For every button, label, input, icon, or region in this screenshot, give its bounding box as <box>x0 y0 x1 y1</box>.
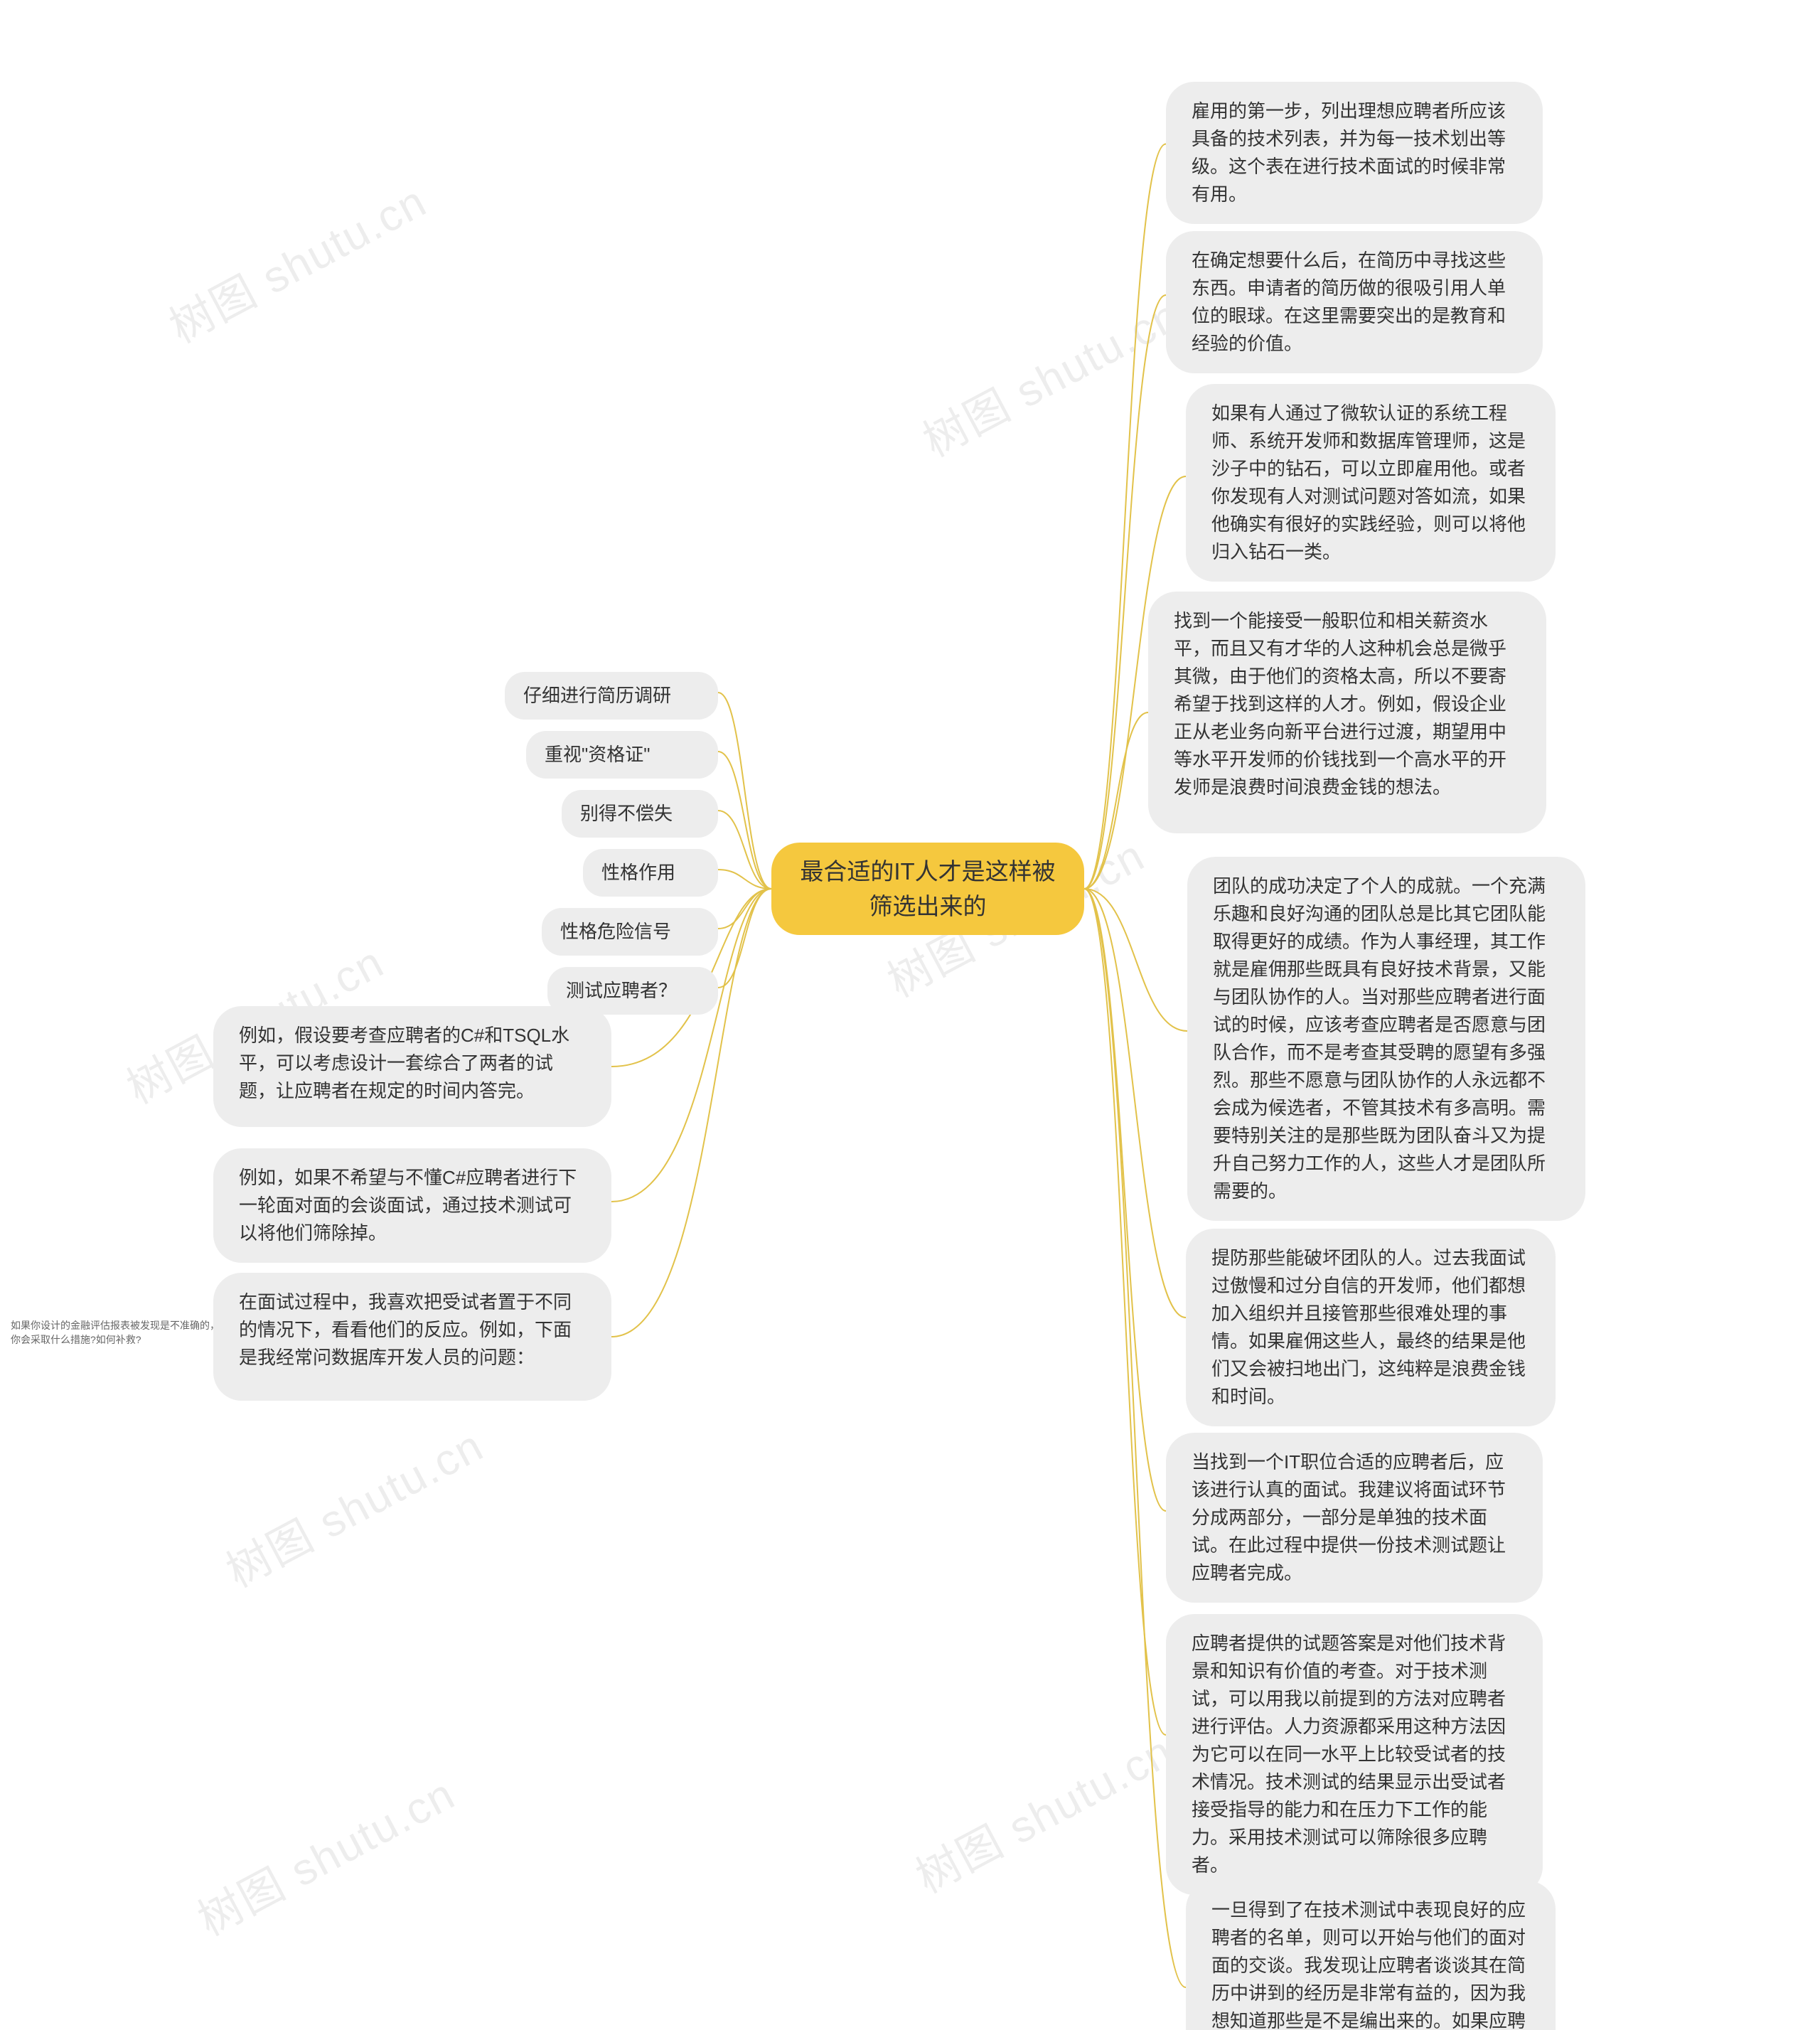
watermark: 树图 shutu.cn <box>213 1410 493 1599</box>
edge <box>1084 889 1187 1031</box>
center-label: 最合适的IT人才是这样被筛选出来的 <box>797 854 1059 924</box>
watermark: 树图 shutu.cn <box>185 1758 464 1948</box>
edge <box>718 889 771 988</box>
right-detail[interactable]: 如果有人通过了微软认证的系统工程师、系统开发师和数据库管理师，这是沙子中的钻石，… <box>1186 384 1556 582</box>
edge <box>718 870 771 889</box>
watermark: 树图 shutu.cn <box>903 1716 1182 1905</box>
right-detail[interactable]: 雇用的第一步，列出理想应聘者所应该具备的技术列表，并为每一技术划出等级。这个表在… <box>1166 82 1543 224</box>
left-topic[interactable]: 性格危险信号 <box>542 908 718 956</box>
mindmap-stage: 树图 shutu.cn 树图 shutu.cn 树图 shutu.cn 树图 shut… <box>0 0 1820 2030</box>
edge <box>718 889 771 929</box>
edge <box>1084 889 1166 1511</box>
right-detail[interactable]: 当找到一个IT职位合适的应聘者后，应该进行认真的面试。我建议将面试环节分成两部分… <box>1166 1433 1543 1603</box>
right-detail[interactable]: 找到一个能接受一般职位和相关薪资水平，而且又有才华的人这种机会总是微乎其微，由于… <box>1148 592 1546 833</box>
left-topic[interactable]: 性格作用 <box>583 849 718 897</box>
edge <box>611 889 771 1337</box>
left-detail[interactable]: 例如，如果不希望与不懂C#应聘者进行下一轮面对面的会谈面试，通过技术测试可以将他… <box>213 1148 611 1263</box>
edge <box>718 693 771 889</box>
right-detail[interactable]: 一旦得到了在技术测试中表现良好的应聘者的名单，则可以开始与他们的面对面的交谈。我… <box>1186 1881 1556 2030</box>
center-node[interactable]: 最合适的IT人才是这样被筛选出来的 <box>771 843 1084 935</box>
watermark: 树图 shutu.cn <box>910 279 1189 469</box>
left-detail[interactable]: 例如，假设要考查应聘者的C#和TSQL水平，可以考虑设计一套综合了两者的试题，让… <box>213 1006 611 1127</box>
left-topic[interactable]: 别得不偿失 <box>562 790 718 838</box>
right-detail[interactable]: 应聘者提供的试题答案是对他们技术背景和知识有价值的考查。对于技术测试，可以用我以… <box>1166 1614 1543 1895</box>
edge <box>718 752 771 889</box>
left-topic[interactable]: 重视"资格证" <box>526 731 718 779</box>
right-detail[interactable]: 在确定想要什么后，在简历中寻找这些东西。申请者的简历做的很吸引用人单位的眼球。在… <box>1166 231 1543 373</box>
left-detail-sub: 如果你设计的金融评估报表被发现是不准确的，你会采取什么措施?如何补救? <box>11 1319 224 1362</box>
right-detail[interactable]: 提防那些能破坏团队的人。过去我面试过傲慢和过分自信的开发师，他们都想加入组织并且… <box>1186 1229 1556 1426</box>
edge <box>1084 889 1186 1318</box>
left-topic[interactable]: 仔细进行简历调研 <box>505 672 718 720</box>
edge <box>1084 889 1166 1735</box>
edge <box>718 811 771 889</box>
left-detail[interactable]: 在面试过程中，我喜欢把受试者置于不同的情况下，看看他们的反应。例如，下面是我经常… <box>213 1273 611 1401</box>
edge <box>1084 712 1148 889</box>
right-detail[interactable]: 团队的成功决定了个人的成就。一个充满乐趣和良好沟通的团队总是比其它团队能取得更好… <box>1187 857 1585 1221</box>
watermark: 树图 shutu.cn <box>156 166 436 355</box>
